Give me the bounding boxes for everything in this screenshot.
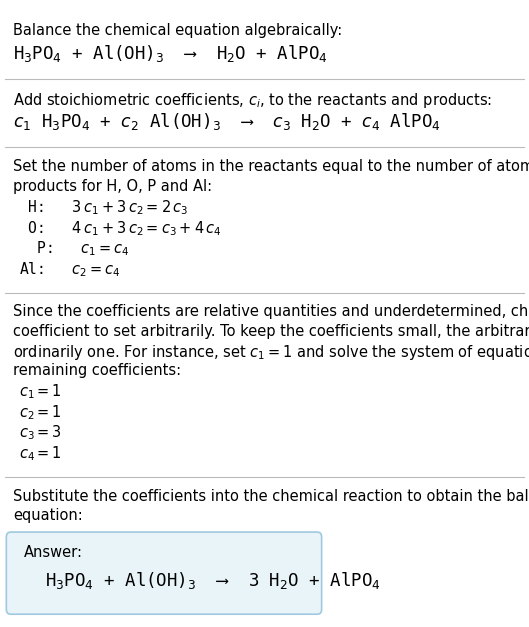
Text: $c_1$ H$_3$PO$_4$ + $c_2$ Al(OH)$_3$  ⟶  $c_3$ H$_2$O + $c_4$ AlPO$_4$: $c_1$ H$_3$PO$_4$ + $c_2$ Al(OH)$_3$ ⟶ $… bbox=[13, 110, 441, 132]
Text: products for H, O, P and Al:: products for H, O, P and Al: bbox=[13, 179, 212, 194]
Text: ordinarily one. For instance, set $c_1 = 1$ and solve the system of equations fo: ordinarily one. For instance, set $c_1 =… bbox=[13, 344, 529, 362]
Text: equation:: equation: bbox=[13, 508, 83, 523]
Text: coefficient to set arbitrarily. To keep the coefficients small, the arbitrary va: coefficient to set arbitrarily. To keep … bbox=[13, 324, 529, 339]
Text: Balance the chemical equation algebraically:: Balance the chemical equation algebraica… bbox=[13, 23, 342, 38]
Text: O:   $4\,c_1 + 3\,c_2 = c_3 + 4\,c_4$: O: $4\,c_1 + 3\,c_2 = c_3 + 4\,c_4$ bbox=[19, 219, 221, 238]
Text: Since the coefficients are relative quantities and underdetermined, choose a: Since the coefficients are relative quan… bbox=[13, 305, 529, 320]
FancyBboxPatch shape bbox=[6, 532, 322, 614]
Text: $c_3 = 3$: $c_3 = 3$ bbox=[19, 424, 61, 442]
Text: P:   $c_1 = c_4$: P: $c_1 = c_4$ bbox=[19, 240, 129, 258]
Text: Answer:: Answer: bbox=[24, 545, 83, 560]
Text: $c_1 = 1$: $c_1 = 1$ bbox=[19, 382, 61, 401]
Text: H:   $3\,c_1 + 3\,c_2 = 2\,c_3$: H: $3\,c_1 + 3\,c_2 = 2\,c_3$ bbox=[19, 198, 188, 217]
Text: H$_3$PO$_4$ + Al(OH)$_3$  ⟶  3 H$_2$O + AlPO$_4$: H$_3$PO$_4$ + Al(OH)$_3$ ⟶ 3 H$_2$O + Al… bbox=[45, 570, 381, 591]
Text: remaining coefficients:: remaining coefficients: bbox=[13, 363, 181, 378]
Text: Al:   $c_2 = c_4$: Al: $c_2 = c_4$ bbox=[19, 260, 120, 279]
Text: $c_4 = 1$: $c_4 = 1$ bbox=[19, 445, 61, 463]
Text: $c_2 = 1$: $c_2 = 1$ bbox=[19, 403, 61, 421]
Text: Set the number of atoms in the reactants equal to the number of atoms in the: Set the number of atoms in the reactants… bbox=[13, 159, 529, 174]
Text: Substitute the coefficients into the chemical reaction to obtain the balanced: Substitute the coefficients into the che… bbox=[13, 488, 529, 503]
Text: H$_3$PO$_4$ + Al(OH)$_3$  ⟶  H$_2$O + AlPO$_4$: H$_3$PO$_4$ + Al(OH)$_3$ ⟶ H$_2$O + AlPO… bbox=[13, 43, 328, 63]
Text: Add stoichiometric coefficients, $c_i$, to the reactants and products:: Add stoichiometric coefficients, $c_i$, … bbox=[13, 91, 492, 110]
